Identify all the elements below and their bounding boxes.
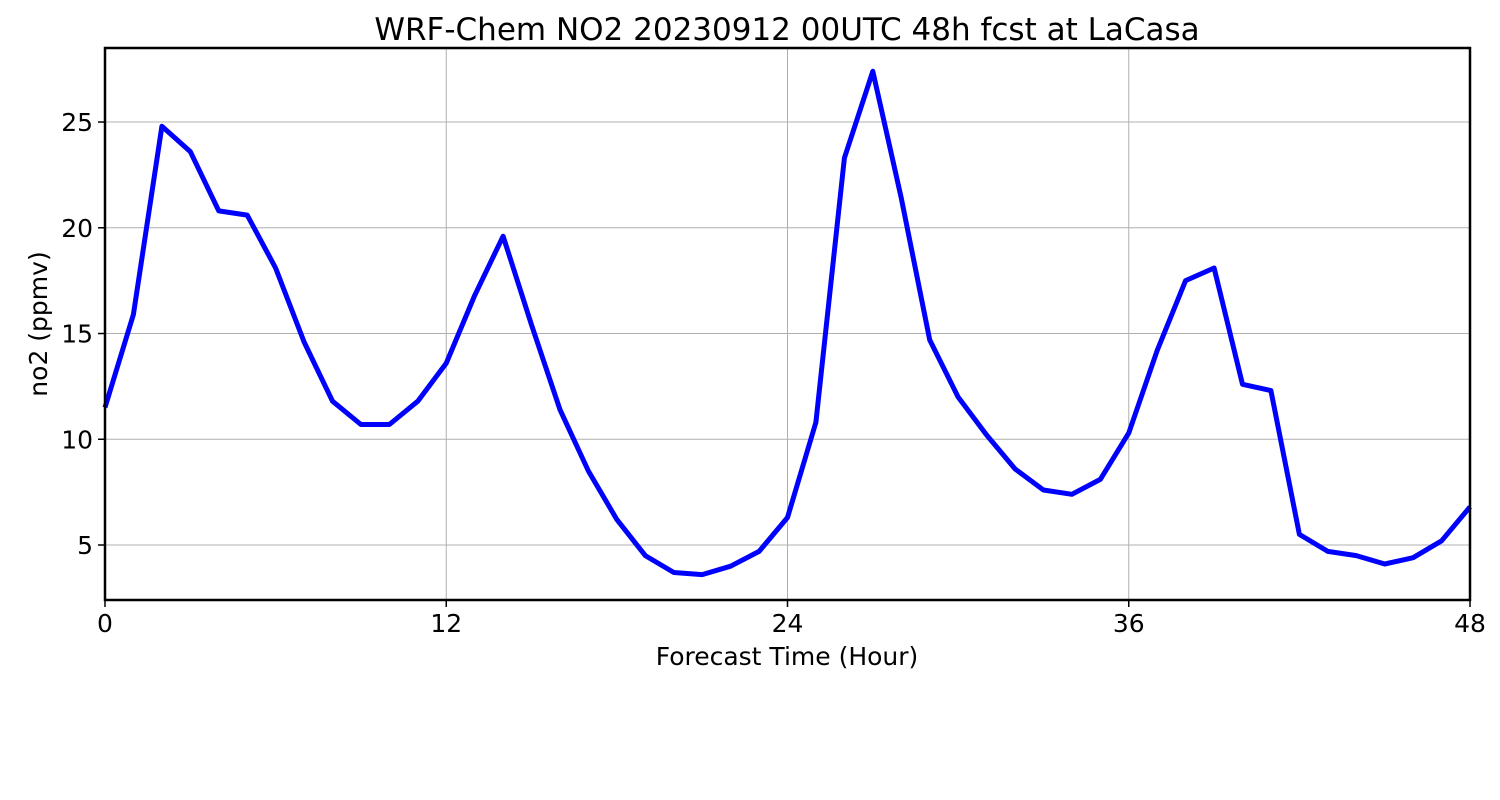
series-layer: [102, 68, 1472, 578]
chart-title: WRF-Chem NO2 20230912 00UTC 48h fcst at …: [374, 12, 1199, 48]
y-tick-label: 20: [61, 214, 93, 243]
x-tick-label: 24: [772, 609, 804, 638]
no2-series-line: [102, 68, 1472, 578]
axis-ticks: 0 12 24 36 48 5 10 15 20 25: [61, 108, 1486, 638]
y-tick-label: 10: [61, 425, 93, 454]
y-tick-label: 5: [77, 531, 93, 560]
y-tick-label: 25: [61, 108, 93, 137]
y-tick-label: 15: [61, 320, 93, 349]
x-tick-label: 0: [97, 609, 113, 638]
x-tick-label: 12: [430, 609, 462, 638]
x-tick-label: 36: [1113, 609, 1145, 638]
y-axis-label: no2 (ppmv): [24, 251, 53, 396]
x-axis-label: Forecast Time (Hour): [656, 642, 919, 671]
x-tick-label: 48: [1454, 609, 1486, 638]
